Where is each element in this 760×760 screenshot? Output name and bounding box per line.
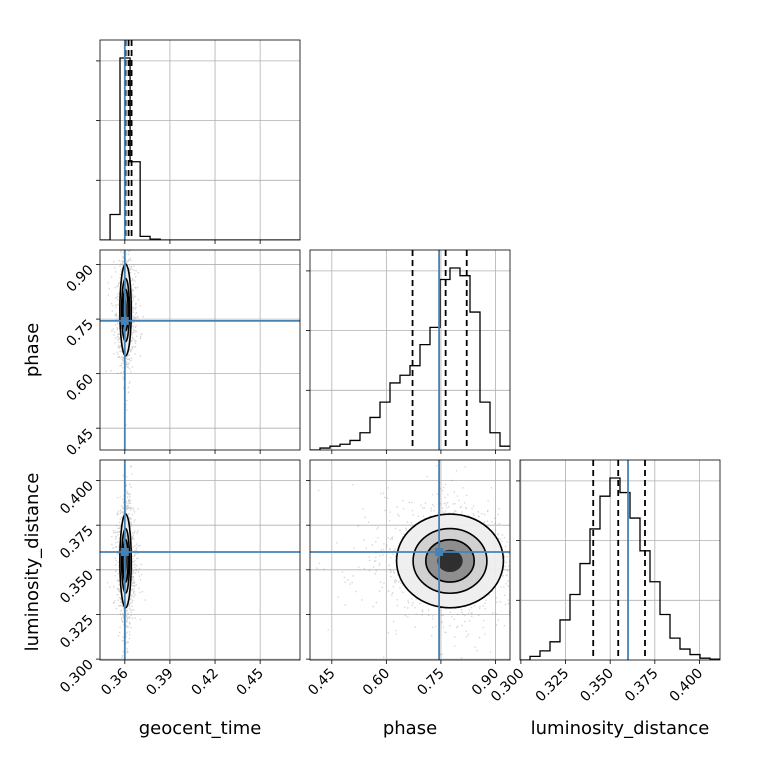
corner-panels: 0.36 0.39 0.42 0.45 0.45 0.60 0.75 0.90 0.300 0.3… [57, 39, 721, 706]
panel-frame [99, 249, 301, 451]
scatter-panel-geocent_time-luminosity_distance [100, 460, 300, 660]
x-tick-label: 0.39 [143, 666, 176, 699]
scatter-panel-phase-luminosity_distance [310, 460, 510, 660]
panel-frame [309, 459, 511, 661]
y-tick-label: 0.300 [57, 657, 97, 697]
y-tick-label: 0.400 [57, 478, 97, 518]
hist-panel-phase [310, 250, 510, 450]
panel-frame [99, 459, 301, 661]
y-tick-label: 0.90 [63, 262, 96, 295]
y-tick-label: 0.350 [57, 567, 97, 607]
panel-frame [99, 39, 301, 241]
x-tick-label: 0.75 [414, 666, 447, 699]
scatter-panel-geocent_time-phase [100, 250, 300, 450]
contour-2 [425, 538, 475, 583]
truth-marker [120, 316, 129, 325]
x-axis-labels: geocent_time phase luminosity_distance [139, 718, 710, 739]
x-tick-label: 0.42 [189, 666, 222, 699]
density-level-3 [437, 549, 463, 573]
y-axis-labels: phase luminosity_distance [22, 323, 43, 652]
x-tick-label: 0.325 [533, 666, 573, 706]
y-tick-label: 0.375 [57, 523, 97, 563]
panel-frame [309, 249, 511, 451]
x-tick-label: 0.400 [667, 666, 707, 706]
contour-1 [412, 527, 488, 595]
y-axis-label-phase: phase [22, 323, 43, 377]
hist-panel-luminosity_distance [520, 460, 720, 660]
x-tick-label: 0.36 [98, 665, 131, 698]
x-tick-label: 0.375 [622, 666, 662, 706]
x-tick-label: 0.350 [577, 666, 617, 706]
x-axis-label-geocent-time: geocent_time [139, 718, 262, 739]
y-tick-label: 0.325 [57, 612, 97, 652]
x-axis-label-luminosity-distance: luminosity_distance [531, 718, 710, 739]
y-axis-label-luminosity-distance: luminosity_distance [22, 473, 43, 652]
y-tick-label: 0.75 [63, 317, 96, 350]
histogram-step-geocent_time [100, 57, 300, 240]
truth-marker [120, 547, 129, 556]
hist-panel-geocent_time [100, 40, 300, 240]
x-axis-label-phase: phase [383, 718, 437, 739]
y-tick-label: 0.60 [63, 371, 96, 404]
histogram-step-phase [310, 267, 510, 450]
truth-marker [435, 547, 444, 556]
x-tick-label: 0.45 [305, 666, 338, 699]
contour-0 [395, 513, 505, 609]
x-tick-label: 0.45 [234, 666, 267, 699]
x-tick-label: 0.60 [360, 666, 393, 699]
y-tick-label: 0.45 [63, 426, 96, 459]
panel-frame [519, 459, 721, 661]
histogram-step-luminosity_distance [520, 477, 720, 660]
